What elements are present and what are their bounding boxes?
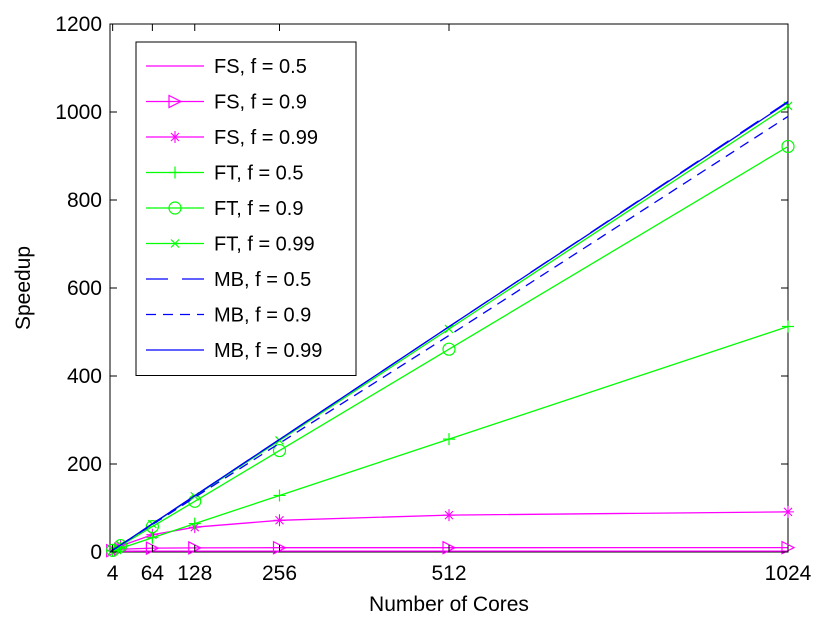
- data-point: [442, 342, 456, 356]
- data-point: [146, 531, 159, 544]
- x-tick-label: 256: [262, 562, 297, 585]
- y-tick-label: 800: [67, 189, 102, 212]
- legend-marker: [169, 166, 181, 179]
- data-point: [782, 320, 794, 333]
- data-point: [273, 489, 286, 502]
- x-tick-label: 1024: [765, 562, 812, 585]
- data-point: [145, 520, 159, 534]
- y-tick-label: 600: [67, 277, 102, 300]
- y-tick-label: 1200: [55, 13, 102, 36]
- data-point: [782, 505, 794, 518]
- data-point: [188, 517, 201, 530]
- legend-marker: [168, 94, 183, 109]
- legend-marker: [170, 239, 180, 248]
- x-axis-label: Number of Cores: [369, 593, 529, 616]
- data-layer: [106, 100, 796, 558]
- data-point: [443, 433, 455, 446]
- legend-entry-label: MB, f = 0.9: [214, 305, 311, 327]
- legend-entry-label: FT, f = 0.99: [214, 234, 315, 256]
- y-tick-label: 200: [67, 453, 102, 476]
- ticks-layer: 0 200 400 600 800 1000 1200 4 64 128 256 512 1024: [55, 13, 811, 585]
- legend-entry-label: FS, f = 0.9: [214, 92, 307, 114]
- legend-marker: [169, 131, 181, 143]
- data-point: [106, 543, 120, 557]
- legend-entry-label: MB, f = 0.5: [214, 269, 311, 291]
- legend: FS, f = 0.5 FS, f = 0.9 FS, f = 0.99 FT, f …: [135, 41, 357, 376]
- legend-entry-label: FS, f = 0.5: [214, 56, 307, 78]
- legend-entry-label: FS, f = 0.99: [214, 127, 318, 149]
- x-tick-label: 128: [177, 562, 212, 585]
- y-tick-label: 0: [90, 541, 102, 564]
- data-point: [113, 539, 128, 553]
- legend-entry-label: MB, f = 0.99: [214, 340, 322, 362]
- legend-entry-label: FT, f = 0.5: [214, 163, 303, 185]
- data-point: [444, 324, 454, 334]
- data-point: [273, 514, 286, 527]
- y-axis-label: Speedup: [12, 246, 35, 330]
- x-tick-label: 512: [431, 562, 466, 585]
- legend-entry-label: FT, f = 0.9: [214, 198, 303, 220]
- x-tick-label: 64: [141, 562, 165, 585]
- data-point: [443, 509, 455, 522]
- y-tick-label: 1000: [55, 101, 102, 124]
- y-tick-label: 400: [67, 365, 102, 388]
- data-point: [781, 139, 795, 154]
- legend-marker: [168, 201, 182, 215]
- x-tick-label: 4: [107, 562, 119, 585]
- series-line: [110, 101, 789, 553]
- data-point: [272, 443, 287, 458]
